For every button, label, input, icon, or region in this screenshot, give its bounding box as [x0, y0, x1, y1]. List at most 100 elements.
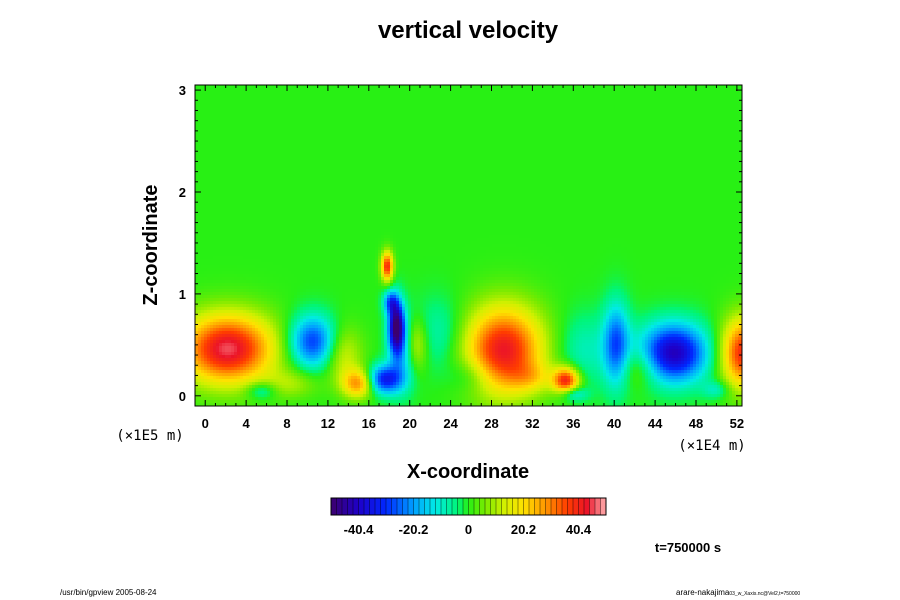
heatmap-cell: [294, 127, 298, 131]
heatmap-cell: [732, 142, 736, 146]
heatmap-cell: [555, 127, 559, 131]
heatmap-cell: [531, 148, 535, 152]
heatmap-cell: [552, 112, 556, 116]
heatmap-cell: [729, 145, 733, 149]
heatmap-cell: [594, 103, 598, 107]
heatmap-cell: [273, 163, 277, 167]
heatmap-cell: [726, 97, 730, 101]
heatmap-cell: [270, 100, 274, 104]
heatmap-cell: [492, 130, 496, 134]
heatmap-cell: [336, 88, 340, 92]
heatmap-cell: [369, 100, 373, 104]
heatmap-cell: [432, 94, 436, 98]
heatmap-cell: [705, 94, 709, 98]
heatmap-cell: [285, 109, 289, 113]
heatmap-cell: [243, 103, 247, 107]
heatmap-cell: [267, 94, 271, 98]
heatmap-cell: [240, 130, 244, 134]
heatmap-cell: [630, 148, 634, 152]
heatmap-cell: [333, 127, 337, 131]
heatmap-cell: [687, 127, 691, 131]
heatmap-cell: [279, 103, 283, 107]
heatmap-cell: [339, 103, 343, 107]
heatmap-cell: [717, 163, 721, 167]
heatmap-cell: [372, 130, 376, 134]
heatmap-cell: [309, 166, 313, 170]
heatmap-cell: [507, 100, 511, 104]
heatmap-cell: [198, 100, 202, 104]
heatmap-cell: [228, 160, 232, 164]
heatmap-cell: [522, 103, 526, 107]
heatmap-cell: [672, 115, 676, 119]
heatmap-cell: [300, 88, 304, 92]
heatmap-cell: [249, 118, 253, 122]
heatmap-cell: [381, 160, 385, 164]
heatmap-cell: [519, 145, 523, 149]
heatmap-cell: [702, 139, 706, 143]
heatmap-cell: [228, 133, 232, 137]
heatmap-cell: [471, 136, 475, 140]
heatmap-cell: [546, 124, 550, 128]
heatmap-cell: [321, 118, 325, 122]
heatmap-cell: [555, 142, 559, 146]
heatmap-cell: [474, 97, 478, 101]
heatmap-cell: [651, 91, 655, 95]
heatmap-cell: [651, 97, 655, 101]
heatmap-cell: [390, 106, 394, 110]
heatmap-cell: [735, 133, 739, 137]
heatmap-cell: [285, 157, 289, 161]
heatmap-cell: [222, 124, 226, 128]
heatmap-cell: [252, 136, 256, 140]
heatmap-cell: [600, 133, 604, 137]
heatmap-cell: [669, 130, 673, 134]
heatmap-cell: [525, 112, 529, 116]
heatmap-cell: [336, 145, 340, 149]
heatmap-cell: [285, 115, 289, 119]
heatmap-cell: [690, 121, 694, 125]
heatmap-cell: [528, 97, 532, 101]
heatmap-cell: [435, 130, 439, 134]
heatmap-cell: [534, 127, 538, 131]
heatmap-cell: [312, 154, 316, 158]
heatmap-cell: [663, 94, 667, 98]
heatmap-cell: [315, 103, 319, 107]
heatmap-cell: [225, 100, 229, 104]
heatmap-cell: [738, 148, 742, 152]
heatmap-cell: [600, 151, 604, 155]
heatmap-cell: [264, 85, 268, 89]
heatmap-cell: [390, 103, 394, 107]
heatmap-cell: [507, 151, 511, 155]
heatmap-cell: [546, 85, 550, 89]
heatmap-cell: [522, 85, 526, 89]
heatmap-cell: [519, 94, 523, 98]
heatmap-cell: [558, 154, 562, 158]
heatmap-cell: [414, 151, 418, 155]
heatmap-cell: [546, 127, 550, 131]
heatmap-cell: [258, 112, 262, 116]
heatmap-cell: [645, 121, 649, 125]
heatmap-cell: [204, 100, 208, 104]
heatmap-cell: [306, 166, 310, 170]
heatmap-cell: [477, 136, 481, 140]
heatmap-cell: [444, 127, 448, 131]
heatmap-cell: [204, 148, 208, 152]
heatmap-cell: [567, 148, 571, 152]
heatmap-cell: [660, 88, 664, 92]
heatmap-cell: [624, 157, 628, 161]
heatmap-cell: [357, 154, 361, 158]
heatmap-cell: [462, 127, 466, 131]
heatmap-cell: [555, 115, 559, 119]
heatmap-cell: [459, 112, 463, 116]
heatmap-cell: [618, 121, 622, 125]
heatmap-cell: [264, 121, 268, 125]
heatmap-cell: [354, 154, 358, 158]
heatmap-cell: [360, 127, 364, 131]
heatmap-cell: [606, 163, 610, 167]
heatmap-cell: [423, 163, 427, 167]
heatmap-cell: [723, 133, 727, 137]
heatmap-cell: [726, 124, 730, 128]
heatmap-cell: [663, 118, 667, 122]
heatmap-cell: [417, 100, 421, 104]
heatmap-cell: [723, 145, 727, 149]
heatmap-cell: [672, 88, 676, 92]
